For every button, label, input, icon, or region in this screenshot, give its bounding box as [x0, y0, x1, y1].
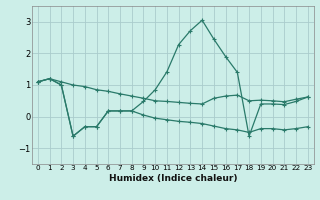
X-axis label: Humidex (Indice chaleur): Humidex (Indice chaleur) — [108, 174, 237, 183]
